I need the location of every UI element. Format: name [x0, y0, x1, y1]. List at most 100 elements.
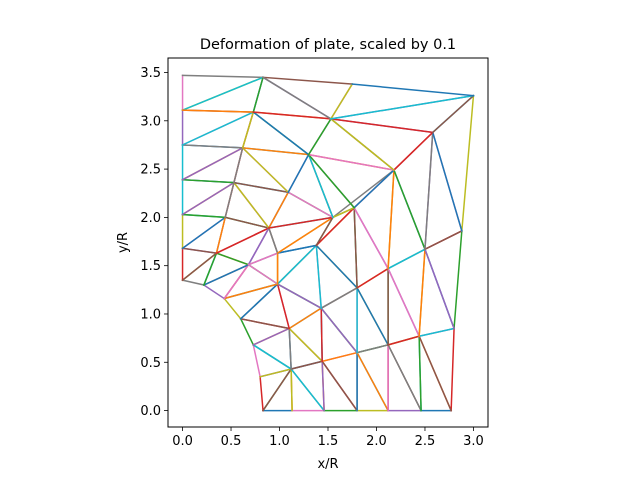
mesh-edge-24-0	[453, 230, 463, 330]
mesh-edge-14-2	[252, 327, 291, 346]
mesh-edge-23-2	[418, 248, 426, 337]
mesh-edge-26-2	[239, 282, 279, 320]
mesh-edge-33-0	[387, 248, 426, 270]
mesh-edge-17-0	[321, 351, 358, 363]
mesh-edge-11-2	[418, 335, 453, 412]
mesh-edge-9-0	[387, 343, 423, 412]
mesh-edge-55-2	[224, 181, 235, 219]
mesh-edge-73-0	[181, 76, 265, 112]
mesh-edge-28-0	[276, 283, 323, 310]
mesh-edge-70-0	[252, 111, 310, 156]
mesh-edge-51-2	[315, 216, 334, 247]
mesh-edge-1-0	[259, 375, 264, 412]
mesh-edge-76-1	[330, 94, 475, 120]
mesh-edge-26-0	[223, 297, 242, 320]
mesh-edge-25-0	[239, 317, 291, 330]
mesh-edge-50-0	[276, 244, 318, 255]
y-tick-label: 3.0	[140, 114, 161, 129]
mesh-edge-52-1	[331, 168, 395, 219]
mesh-edge-11-0	[450, 327, 455, 412]
mesh-edge-60-2	[307, 153, 356, 209]
y-tick-label: 3.5	[140, 66, 161, 81]
mesh-edge-36-0	[461, 94, 475, 232]
mesh-edge-55-0	[224, 216, 270, 229]
mesh-edge-38-2	[223, 263, 250, 300]
mesh-edge-37-0	[223, 283, 279, 300]
mesh-edge-29-2	[315, 244, 323, 309]
mesh-edge-18-0	[320, 307, 359, 354]
mesh-edge-32-0	[353, 206, 390, 270]
x-tick-label: 0.5	[221, 434, 242, 449]
mesh-edge-33-2	[387, 169, 395, 270]
y-tick-label: 0.0	[140, 404, 161, 419]
y-axis: 0.0 0.5 1.0 1.5 2.0 2.5 3.0 3.5	[140, 66, 168, 419]
mesh-edge-38-0	[202, 283, 226, 300]
mesh-edge-22-0	[387, 267, 421, 338]
mesh-edge-69-0	[181, 144, 244, 149]
mesh-edge-76-2	[351, 83, 475, 97]
mesh-edge-56-0	[232, 181, 270, 230]
mesh-edge-57-2	[267, 216, 334, 229]
mesh-edge-71-0	[330, 118, 434, 134]
mesh-edge-66-0	[241, 146, 290, 194]
mesh-edge-4-2	[321, 360, 325, 412]
mesh-edge-59-2	[307, 153, 334, 219]
mesh-edge-65-0	[233, 181, 290, 194]
mesh-edge-62-0	[307, 153, 395, 171]
mesh-edge-51-0	[315, 206, 356, 247]
mesh-edge-5-0	[321, 360, 359, 412]
y-tick-label: 2.0	[140, 211, 161, 226]
y-tick-label: 1.5	[140, 259, 161, 274]
mesh-edge-76-0	[329, 83, 354, 120]
mesh-edge-1-2	[261, 367, 293, 412]
mesh-edge-67-0	[241, 147, 310, 156]
mesh-edge-15-2	[288, 327, 292, 370]
mesh-edge-35-0	[423, 229, 463, 251]
y-axis-title: y/R	[116, 232, 131, 253]
x-axis: 0.0 0.5 1.0 1.5 2.0 2.5 3.0	[172, 427, 484, 449]
mesh-edge-73-2	[181, 109, 255, 113]
mesh-edge-13-0	[252, 343, 293, 371]
mesh-edge-58-2	[287, 191, 334, 219]
mesh-edge-34-0	[392, 169, 426, 251]
mesh-edge-41-2	[181, 252, 218, 282]
mesh-edge-10-2	[418, 335, 422, 412]
mesh-edge-60-0	[353, 168, 396, 209]
mesh-edge-44-0	[215, 252, 250, 266]
mesh-edge-30-0	[315, 244, 359, 289]
mesh-edge-50-1	[276, 216, 334, 255]
mesh-edge-24-2	[424, 248, 456, 330]
mesh-edge-70-2	[307, 117, 332, 156]
mesh-edge-43-0	[276, 244, 318, 286]
mesh-edge-72-1	[181, 74, 264, 79]
mesh-edge-15-0	[290, 360, 324, 370]
y-tick-label: 1.0	[140, 307, 161, 322]
mesh-edge-62-2	[329, 117, 395, 172]
mesh-edge-48-0	[247, 226, 270, 266]
mesh-edge-2-2	[290, 368, 293, 412]
mesh-edge-54-2	[181, 181, 235, 216]
mesh-edge-12-0	[252, 344, 262, 378]
mesh-edge-42-0	[247, 263, 279, 286]
mesh-edge-74-0	[252, 76, 264, 114]
x-tick-label: 3.0	[463, 434, 484, 449]
mesh-edge-45-0	[181, 247, 218, 254]
mesh-edge-39-0	[181, 279, 205, 286]
mesh-edge-66-2	[287, 153, 310, 194]
y-tick-label: 2.5	[140, 163, 161, 178]
mesh-edge-59-1	[331, 206, 356, 219]
mesh-edge-36-2	[431, 131, 463, 232]
mesh-edge-35-2	[424, 131, 434, 251]
chart-title: Deformation of plate, scaled by 0.1	[200, 37, 456, 53]
mesh-edge-47-2	[215, 227, 270, 255]
mesh-edge-3-0	[290, 367, 326, 412]
mesh-edge-61-0	[392, 131, 434, 172]
mesh-edge-27-2	[276, 283, 291, 330]
mesh-edge-29-0	[320, 286, 359, 310]
x-tick-label: 2.5	[415, 434, 436, 449]
mesh-edge-17-2	[320, 307, 323, 363]
mesh-edge-19-0	[356, 343, 390, 354]
y-tick-label: 0.5	[140, 356, 161, 371]
mesh-lines	[181, 74, 475, 412]
